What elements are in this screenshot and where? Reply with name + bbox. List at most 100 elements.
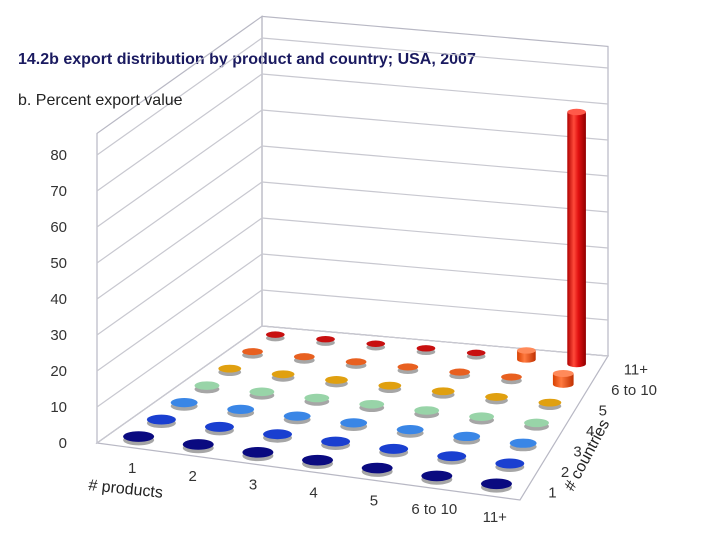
bar-top: [485, 393, 508, 401]
bar-cylinder: [449, 368, 471, 380]
bar-top: [524, 418, 549, 428]
bar-cylinder: [552, 369, 574, 388]
gridline-z-50: [96, 145, 609, 264]
bar-cylinder: [218, 364, 242, 377]
bar-top: [378, 381, 402, 390]
bar-cylinder: [524, 418, 549, 431]
bar-top: [316, 335, 335, 343]
bar-cylinder: [437, 451, 467, 465]
x-axis-title: # products: [88, 477, 164, 502]
bar-top: [123, 431, 155, 442]
bar-top: [266, 331, 285, 338]
bar-top: [552, 369, 574, 378]
x-tick-label: 1: [128, 460, 136, 477]
bar-top: [170, 397, 198, 408]
bar-cylinder: [466, 349, 486, 360]
bar-cylinder: [480, 478, 512, 493]
bar-body: [567, 112, 586, 368]
bar-top: [146, 414, 176, 425]
z-tick-label: 10: [50, 399, 67, 416]
bar-top: [449, 368, 471, 376]
bar-cylinder: [501, 373, 522, 385]
x-tick-label: 11+: [483, 509, 508, 526]
z-tick-label: 0: [59, 435, 67, 452]
bar-cylinder: [325, 376, 348, 388]
chart-gridlines: [96, 37, 609, 444]
bar-cylinder: [416, 345, 436, 356]
bar-cylinder: [227, 404, 255, 418]
x-axis-ticks: 1 2 3 4 5 6 to 10 11+: [128, 460, 507, 526]
z-tick-label: 30: [50, 327, 67, 344]
bar-top: [495, 458, 525, 469]
z-tick-label: 80: [50, 147, 67, 164]
bar-body: [552, 373, 574, 388]
bar-cylinder: [242, 446, 274, 462]
bar-top: [466, 349, 486, 357]
bar-top: [340, 418, 368, 428]
z-axis-ticks: 0 10 20 30 40 50 60 70 80: [50, 147, 67, 452]
x-tick-label: 2: [188, 468, 196, 485]
bar-top: [480, 478, 512, 490]
bar-cylinder: [340, 418, 368, 432]
bar-cylinder: [304, 393, 330, 406]
gridline-z-70: [96, 73, 609, 192]
gridline-z-10: [96, 289, 609, 408]
bar-cylinder: [302, 454, 334, 470]
bar-top: [283, 411, 311, 421]
bar-top: [501, 373, 522, 381]
bar-cylinder: [266, 331, 285, 342]
bar-top: [249, 387, 275, 397]
bar-top: [361, 462, 393, 474]
bar-cylinder: [283, 411, 311, 425]
z-tick-label: 70: [50, 183, 67, 200]
bar-top: [345, 358, 367, 366]
bar-top: [379, 443, 409, 454]
bar-cylinder: [345, 358, 367, 369]
x-tick-label: 5: [370, 493, 378, 510]
bar-top: [263, 429, 292, 440]
z-tick-label: 50: [50, 255, 67, 272]
gridline-z-30: [96, 217, 609, 336]
bar-cylinder: [517, 347, 536, 363]
bar-top: [396, 425, 424, 435]
bar-cylinder: [263, 429, 292, 443]
bar-cylinder: [194, 381, 220, 394]
data-marks: [123, 108, 586, 493]
bar-cylinder: [321, 436, 351, 451]
bar-top: [242, 348, 263, 356]
bar-cylinder: [509, 438, 537, 452]
gridline-z-60: [96, 109, 609, 228]
z-axis-title: b. Percent export value: [18, 92, 183, 109]
bar-cylinder: [249, 387, 275, 400]
bar-body: [517, 350, 536, 363]
bar-cylinder: [567, 108, 586, 368]
gridline-z-0: [96, 325, 609, 444]
bar-cylinder: [421, 470, 453, 485]
y-tick-label: 4: [586, 423, 594, 440]
bar-top: [302, 454, 334, 466]
x-tick-label: 3: [249, 476, 257, 493]
gridline-z-80: [96, 37, 609, 156]
bar-cylinder: [485, 393, 508, 405]
bar-cylinder: [123, 431, 155, 446]
bar-cylinder: [242, 348, 263, 359]
bar-top: [431, 387, 455, 396]
bar-cylinder: [396, 425, 424, 438]
bar-top: [366, 340, 386, 347]
bar-top: [538, 398, 562, 407]
bar-top: [469, 412, 495, 421]
bar-cylinder: [361, 462, 393, 477]
bar-top: [182, 439, 214, 450]
bar-cylinder: [414, 406, 440, 419]
bar-top: [517, 347, 536, 354]
bar-cylinder: [170, 397, 198, 411]
bar-top: [421, 470, 453, 482]
bar-top: [218, 364, 242, 373]
chart-title: 14.2b export distribution by product and…: [18, 51, 476, 68]
bar-cylinder: [205, 421, 234, 436]
gridline-z-20: [96, 253, 609, 372]
bar-cylinder: [359, 399, 385, 413]
bar-cylinder: [271, 370, 295, 382]
x-tick-label: 4: [309, 485, 317, 502]
